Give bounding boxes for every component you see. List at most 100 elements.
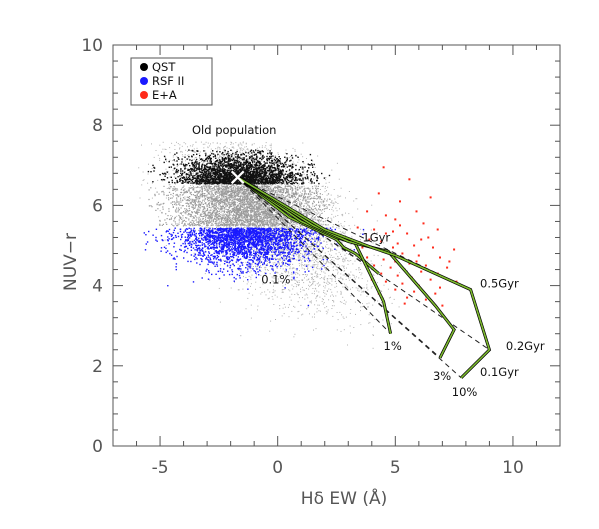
population-point [297,239,299,241]
population-point [247,211,249,213]
population-point [206,167,208,169]
population-point [339,230,341,232]
population-point [241,153,243,155]
population-point [300,253,302,255]
population-point [350,248,352,250]
population-point [290,264,291,266]
population-point [311,278,313,280]
population-point [304,268,306,270]
population-point [307,254,309,255]
population-point [278,258,280,260]
population-point [331,200,333,202]
population-point [222,194,224,196]
population-point [298,280,300,282]
population-point [236,192,238,194]
population-point [350,309,352,310]
population-point [243,194,245,196]
population-point [272,241,274,243]
population-point [210,209,212,211]
population-point [330,289,332,291]
population-point [220,242,222,244]
population-point [301,228,303,230]
population-point [138,167,140,169]
population-point [327,266,329,267]
population-point [341,301,343,303]
population-point [287,306,289,308]
population-point [196,171,198,173]
population-point [269,273,271,275]
population-point [312,282,313,284]
population-point [323,255,325,257]
population-point [279,259,281,261]
population-point [324,252,326,254]
population-point [335,258,337,259]
population-point [250,317,252,319]
population-point [255,250,257,252]
population-point [168,184,170,186]
population-point [324,210,325,212]
population-point [235,142,237,144]
population-point [304,259,306,261]
population-point [293,163,295,165]
population-point [195,229,196,231]
population-point [274,222,276,224]
population-point [327,227,329,229]
population-point [293,305,295,307]
population-point [269,183,271,185]
population-point [300,232,302,234]
population-point [200,170,202,172]
population-point [269,242,271,244]
population-point [292,277,294,279]
population-point [272,158,274,160]
population-point [147,182,149,184]
population-point [292,192,294,194]
population-point [326,224,328,226]
population-point [299,248,301,250]
population-point [199,189,201,191]
population-point [336,227,338,229]
population-point [205,220,207,223]
population-point [251,161,253,162]
population-point [341,265,343,267]
population-point [357,287,359,289]
population-point [341,278,343,280]
population-point [320,263,322,265]
population-point [314,166,316,168]
population-point [275,221,277,223]
population-point [269,291,271,293]
population-point [243,216,245,218]
population-point [315,253,317,254]
population-point [293,203,295,205]
population-point [391,302,393,304]
population-point [219,193,221,195]
population-point [341,232,343,234]
population-point [287,222,288,224]
population-point [221,196,223,198]
population-point [257,305,259,307]
population-point [223,149,225,151]
population-point [213,165,215,167]
population-point [271,211,273,213]
population-point [188,207,190,209]
population-point [228,198,230,200]
population-point [285,248,287,250]
population-point [309,281,311,283]
population-point [301,176,303,178]
population-point [196,200,198,202]
population-point [265,166,266,167]
population-point [253,163,255,165]
population-point [277,170,279,172]
population-point [177,163,178,164]
population-point [185,182,187,184]
population-point [230,156,232,157]
population-point [330,217,332,219]
population-point [240,218,242,220]
population-point [215,187,217,189]
population-point [311,238,313,240]
population-point [239,212,241,213]
population-point [342,240,344,242]
population-point [289,252,291,254]
population-point [307,256,309,258]
population-point [241,184,243,185]
population-point [239,196,241,197]
